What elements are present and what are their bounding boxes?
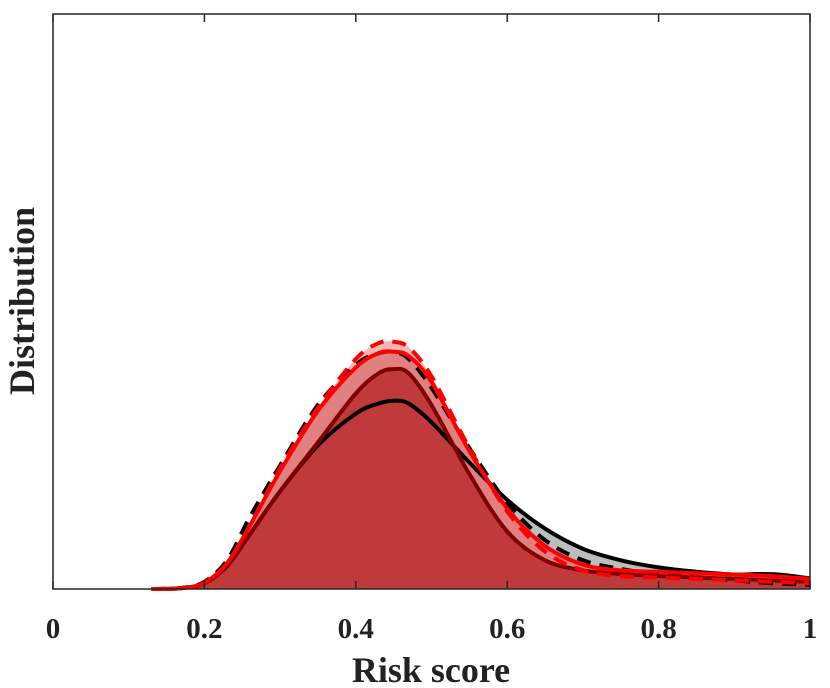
x-tick-label-2: 0.4 <box>338 613 374 645</box>
series-line-red-dashed <box>151 339 811 591</box>
x-axis-title: Risk score <box>352 650 510 688</box>
series-lines <box>151 339 811 591</box>
series-fill-dark-red-solid <box>151 368 810 589</box>
x-tick-labels: 0 0.2 0.4 0.6 0.8 1 <box>46 613 818 645</box>
x-tick-label-4: 0.8 <box>640 613 676 645</box>
x-tick-label-5: 1 <box>803 613 818 645</box>
x-tick-label-3: 0.6 <box>489 613 525 645</box>
x-tick-label-1: 0.2 <box>186 613 222 645</box>
series-line-red-solid <box>151 349 811 591</box>
axis-ticks <box>52 14 811 589</box>
x-tick-label-0: 0 <box>46 613 61 645</box>
y-axis-title: Distribution <box>2 207 42 395</box>
plot-frame <box>52 13 811 590</box>
